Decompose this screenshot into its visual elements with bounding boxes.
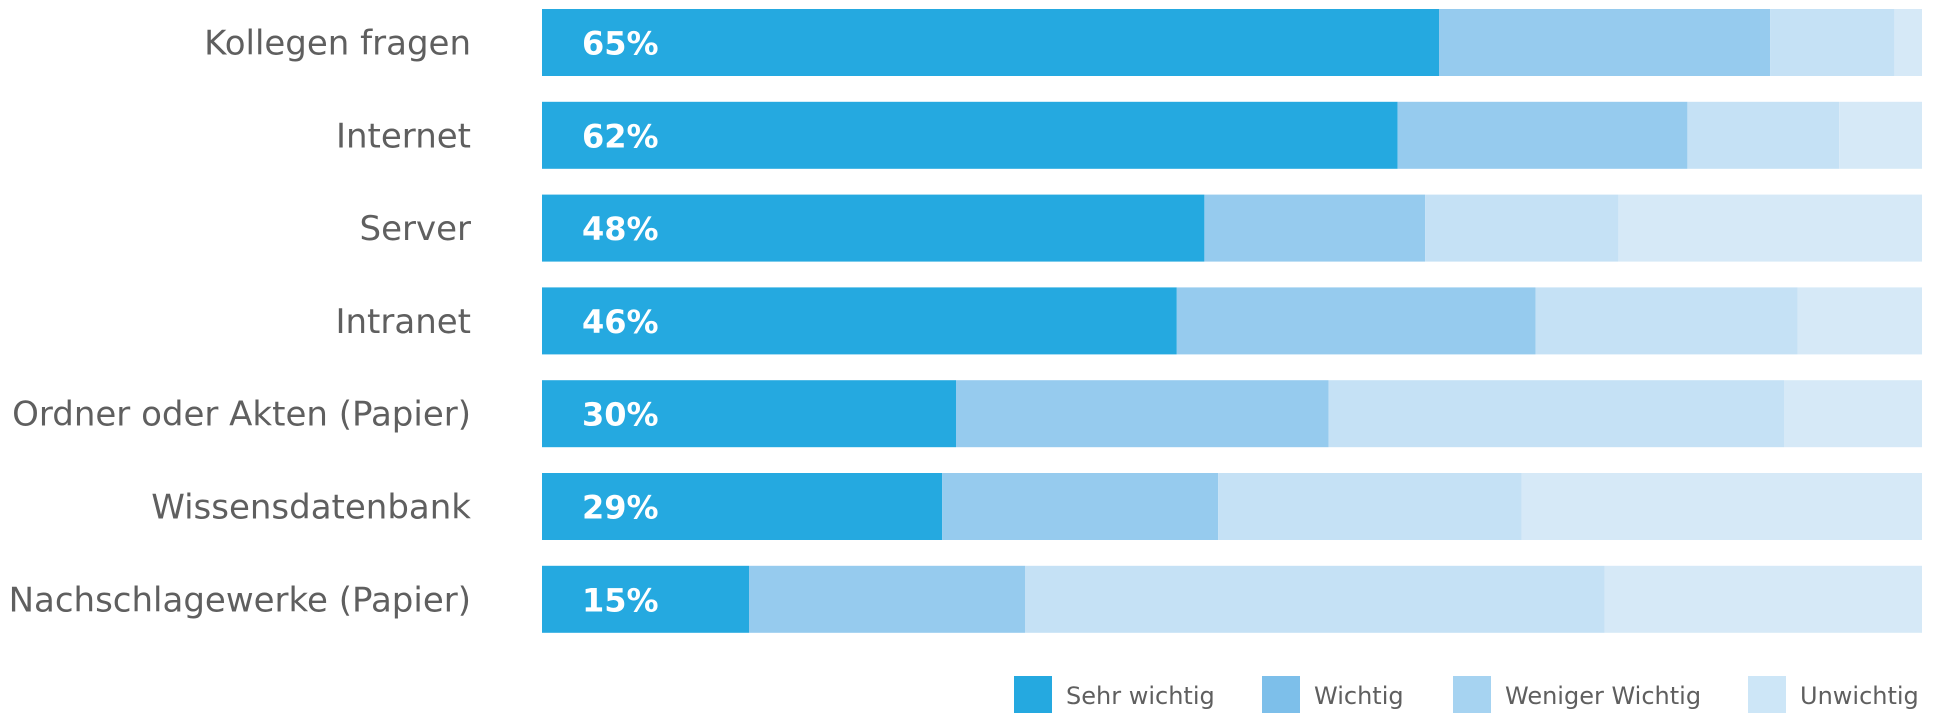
bar-segment-wichtig [1204,194,1426,262]
bar-segment-wichtig [942,473,1219,540]
bar-segment-weniger-wichtig [1025,565,1605,633]
bar-segment-weniger-wichtig [1770,9,1895,76]
bar-segment-sehr-wichtig [542,9,1439,76]
category-label: Internet [336,116,471,156]
legend-swatch [1748,676,1786,713]
legend-swatch [1453,676,1491,713]
bar-segment-wichtig [956,380,1329,448]
bar-segment-sehr-wichtig [542,101,1398,169]
bars [542,9,1922,633]
category-label: Ordner oder Akten (Papier) [12,395,471,435]
category-label: Server [360,209,472,249]
bar-segment-wichtig [1176,287,1536,355]
value-label: 30% [582,396,659,434]
bar-segment-wichtig [1397,101,1688,169]
legend-swatch [1262,676,1300,713]
value-label: 46% [582,303,659,341]
value-label: 29% [582,489,659,527]
legend-label: Unwichtig [1800,682,1919,710]
legend-label: Sehr wichtig [1066,682,1215,710]
category-label: Intranet [335,302,471,342]
bar-segment-unwichtig [1839,101,1922,169]
category-label: Kollegen fragen [204,24,471,64]
value-labels: 65% 62% 48% 46% 30% 29% 15% [582,25,659,620]
bar-segment-sehr-wichtig [542,565,749,633]
bar-segment-unwichtig [1521,473,1922,540]
bar-segment-weniger-wichtig [1425,194,1619,262]
value-label: 15% [582,581,659,619]
bar-segment-wichtig [749,565,1025,633]
legend-label: Wichtig [1314,682,1404,710]
category-labels: Kollegen fragen Internet Server Intranet Ord… [9,24,472,621]
bar-segment-unwichtig [1604,565,1922,633]
value-label: 62% [582,117,659,155]
legend-label: Weniger Wichtig [1505,682,1701,710]
bar-segment-unwichtig [1894,9,1922,76]
bar-segment-weniger-wichtig [1328,380,1784,448]
bar-segment-weniger-wichtig [1535,287,1798,355]
bar-segment-unwichtig [1618,194,1922,262]
bar-segment-sehr-wichtig [542,473,943,540]
legend: Sehr wichtig Wichtig Weniger Wichtig Unwich… [1014,676,1919,713]
bar-segment-unwichtig [1784,380,1922,448]
bar-segment-weniger-wichtig [1687,101,1840,169]
value-label: 48% [582,210,659,248]
bar-segment-wichtig [1439,9,1771,76]
bar-segment-sehr-wichtig [542,380,956,448]
value-label: 65% [582,25,659,63]
bar-segment-sehr-wichtig [542,194,1205,262]
category-label: Wissensdatenbank [151,488,471,528]
bar-segment-weniger-wichtig [1218,473,1522,540]
legend-swatch [1014,676,1052,713]
bar-segment-sehr-wichtig [542,287,1177,355]
bar-segment-unwichtig [1797,287,1922,355]
category-label: Nachschlagewerke (Papier) [9,580,471,620]
